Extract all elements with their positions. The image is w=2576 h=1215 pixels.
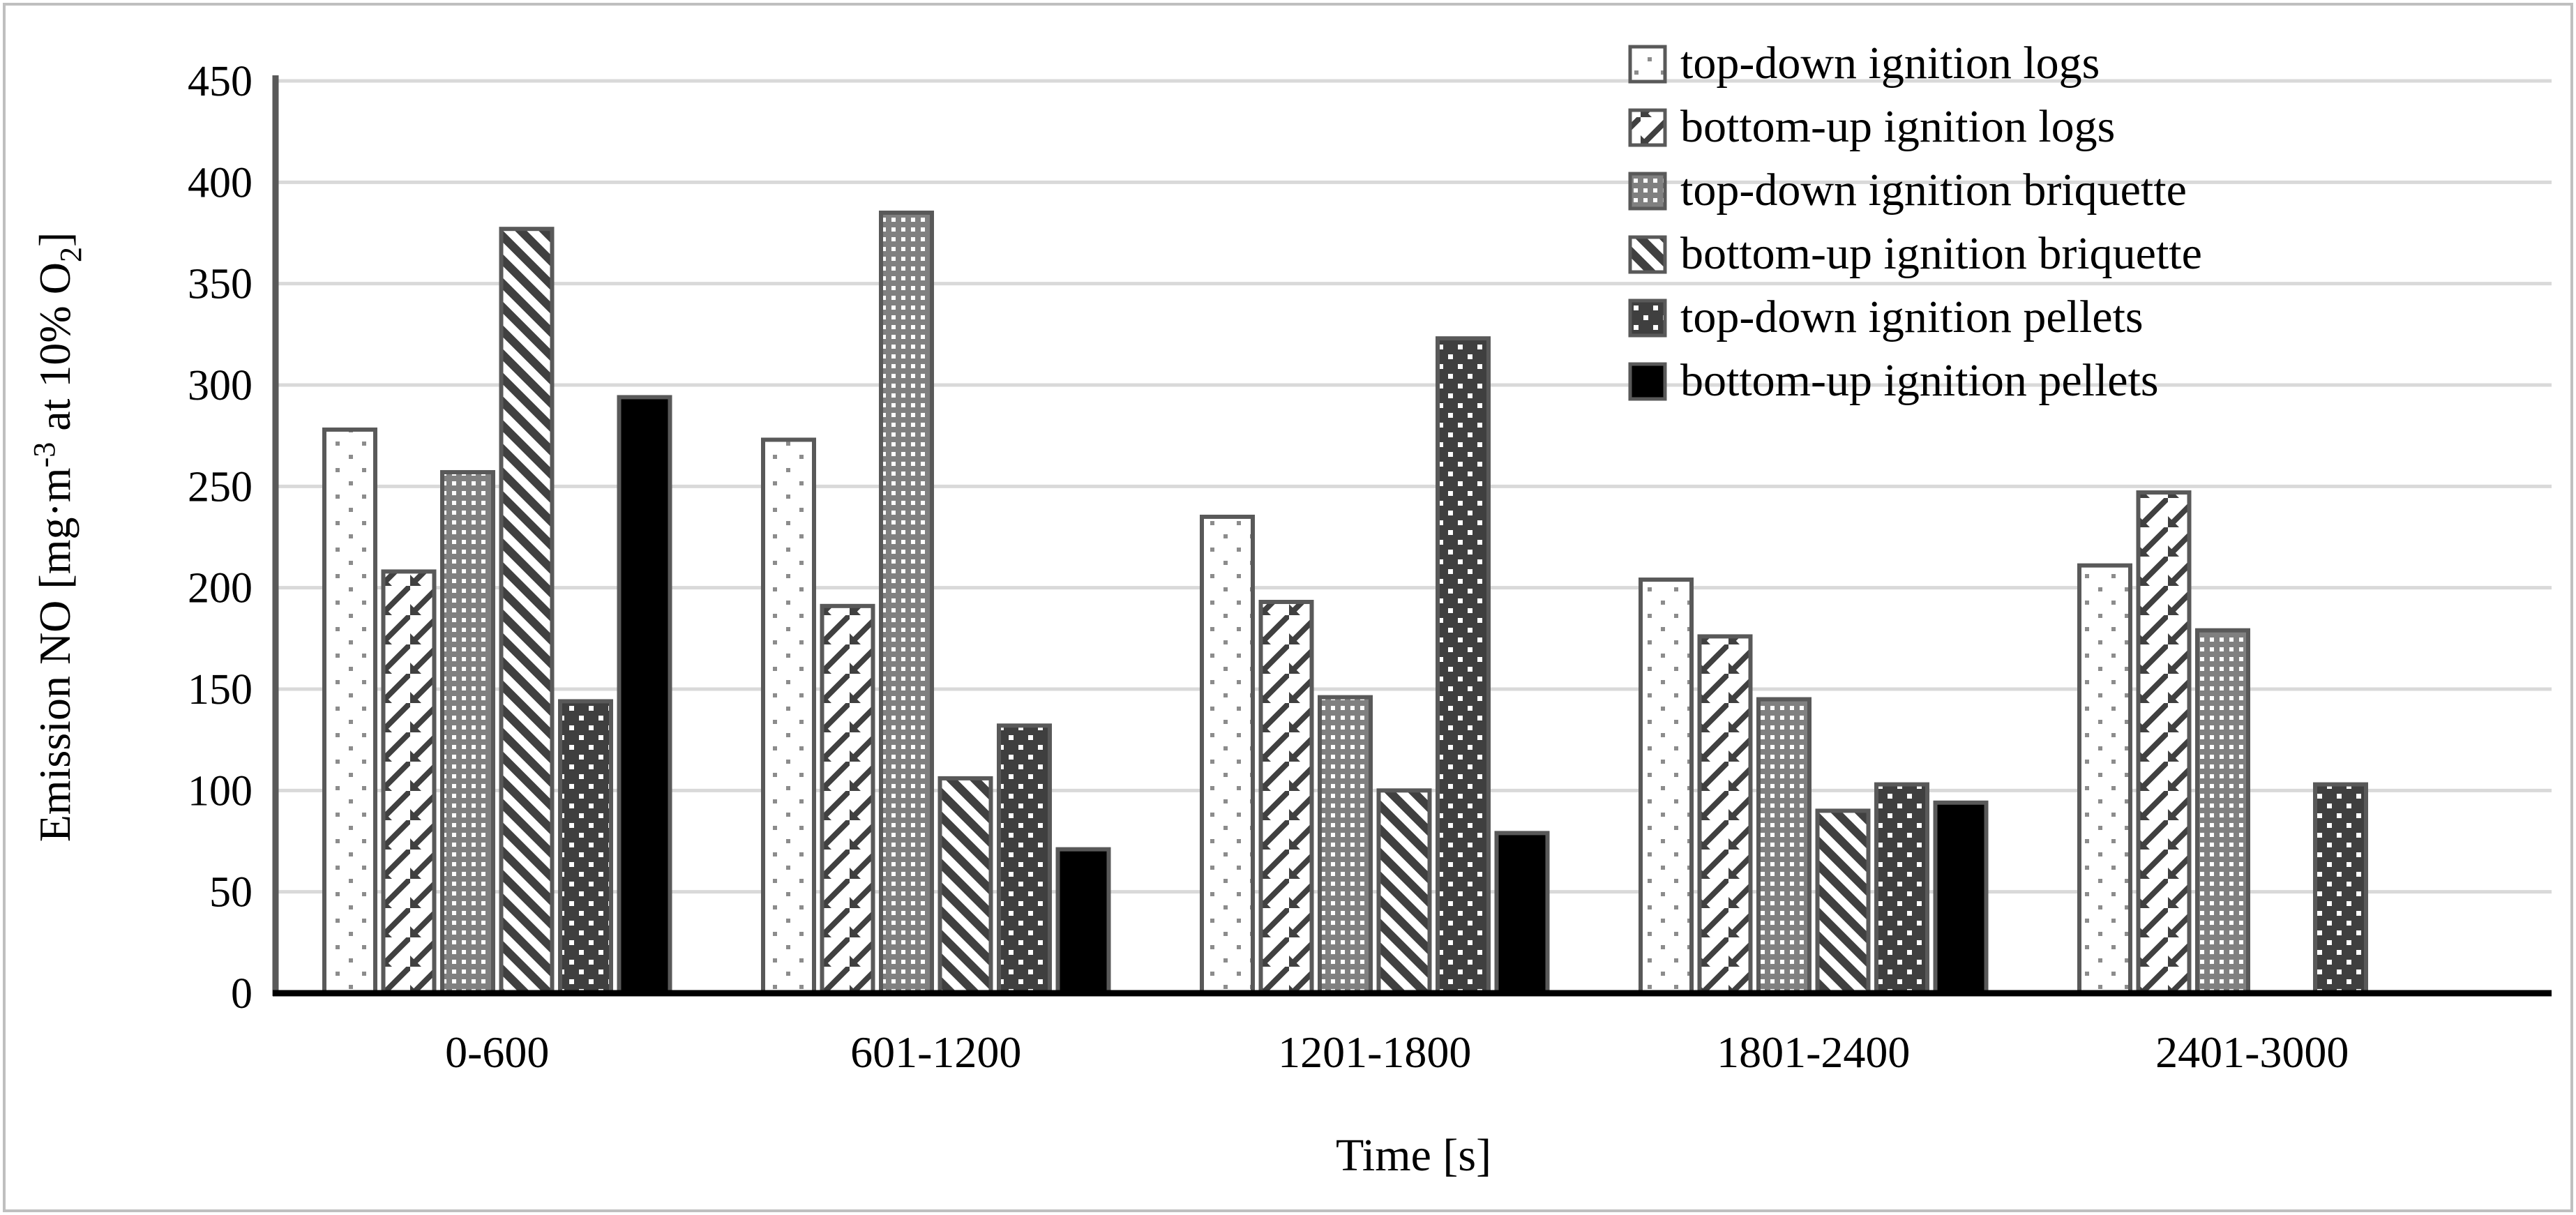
bar-bottom-up-ignition-briquette-0-600 [499,227,555,996]
x-tick-label-2401-3000: 2401-3000 [2155,1027,2349,1077]
figure-border-layer [3,3,2573,1212]
y-tick-label-0: 0 [231,970,253,1018]
x-tick-label-1801-2400: 1801-2400 [1717,1027,1910,1077]
bar-bottom-up-ignition-briquette-1201-1800 [1376,788,1432,996]
bar-bottom-up-ignition-pellets-0-600 [617,395,672,995]
y-tick-label-150: 150 [188,666,253,714]
legend-label: top-down ignition logs [1680,38,2100,89]
y-tick-label-50: 50 [209,869,253,916]
y-tick-label-350: 350 [188,261,253,308]
y-tick-label-250: 250 [188,463,253,511]
y-axis-title: Emission NO [mg·m-3​ at 10% O2​] [27,232,88,843]
y-tick-label-300: 300 [188,362,253,409]
figure-border [3,3,2573,1212]
bar-top-down-ignition-briquette-601-1200 [879,210,934,995]
bar-series-layer [322,210,2368,996]
bar-bottom-up-ignition-logs-2401-3000 [2136,490,2192,995]
y-tick-label-400: 400 [188,159,253,206]
legend-swatch-thin-diagonal-shingle-hatch [1628,108,1667,147]
bar-top-down-ignition-logs-1801-2400 [1639,578,1694,995]
legend-swatch-white-square-grid-on-gray [1628,172,1667,211]
axis-title-layer: Time [s] Emission NO [mg·m-3​ at 10% O2​] [27,232,1491,1181]
x-tick-label-0-600: 0-600 [445,1027,549,1077]
legend-item-bottom-up-ignition-pellets: bottom-up ignition pellets [1628,355,2159,406]
bar-top-down-ignition-briquette-1201-1800 [1318,695,1373,995]
legend-item-bottom-up-ignition-briquette: bottom-up ignition briquette [1628,228,2202,279]
bar-top-down-ignition-pellets-601-1200 [997,723,1052,995]
bar-top-down-ignition-logs-2401-3000 [2077,563,2132,995]
legend-label: top-down ignition pellets [1680,292,2144,342]
bar-bottom-up-ignition-pellets-601-1200 [1055,847,1111,996]
legend-swatch-white-dots-on-dark [1628,299,1667,338]
y-tick-label-450: 450 [188,58,253,105]
x-tick-label-1201-1800: 1201-1800 [1278,1027,1471,1077]
bar-bottom-up-ignition-logs-0-600 [381,569,437,995]
legend-swatch-thick-diagonal-stripes [1628,235,1667,274]
axis-line-layer [272,75,2552,997]
legend-layer: top-down ignition logs bottom-up ignition… [1628,38,2202,406]
bar-top-down-ignition-logs-601-1200 [761,437,816,995]
bar-bottom-up-ignition-pellets-1801-2400 [1933,800,1989,995]
bar-bottom-up-ignition-logs-1801-2400 [1697,634,1753,996]
bar-top-down-ignition-pellets-0-600 [558,699,613,995]
legend-swatch-solid-black [1628,362,1667,401]
legend-label: bottom-up ignition briquette [1680,228,2202,279]
bar-bottom-up-ignition-logs-1201-1800 [1258,600,1314,995]
legend-item-top-down-ignition-briquette: top-down ignition briquette [1628,165,2187,216]
bar-top-down-ignition-briquette-1801-2400 [1756,697,1812,995]
bar-top-down-ignition-pellets-1201-1800 [1436,336,1491,995]
legend-label: bottom-up ignition logs [1680,101,2115,152]
bar-top-down-ignition-logs-0-600 [322,427,377,995]
legend-label: bottom-up ignition pellets [1680,355,2159,406]
y-tick-label-100: 100 [188,767,253,815]
bar-top-down-ignition-pellets-2401-3000 [2313,782,2368,995]
bar-top-down-ignition-briquette-0-600 [440,469,495,995]
y-tick-label-200: 200 [188,565,253,612]
legend-item-bottom-up-ignition-logs: bottom-up ignition logs [1628,101,2115,152]
x-tick-label-601-1200: 601-1200 [850,1027,1021,1077]
bar-bottom-up-ignition-briquette-1801-2400 [1815,808,1871,996]
bar-top-down-ignition-logs-1201-1800 [1200,514,1255,995]
tick-label-layer: 0 50 100 150 200 250 300 350 400 450 0-600 601-1200… [188,58,2349,1077]
legend-item-top-down-ignition-logs: top-down ignition logs [1628,38,2100,89]
bar-bottom-up-ignition-pellets-1201-1800 [1494,831,1550,995]
x-axis-title: Time [s] [1336,1130,1491,1181]
legend-label: top-down ignition briquette [1680,165,2187,216]
bar-bottom-up-ignition-logs-601-1200 [820,603,875,995]
legend-swatch-sparse-gray-dots-on-white [1628,45,1667,84]
bar-bottom-up-ignition-briquette-601-1200 [937,776,993,995]
bar-top-down-ignition-pellets-1801-2400 [1874,782,1929,995]
bar-top-down-ignition-briquette-2401-3000 [2195,628,2250,995]
legend-item-top-down-ignition-pellets: top-down ignition pellets [1628,292,2144,342]
